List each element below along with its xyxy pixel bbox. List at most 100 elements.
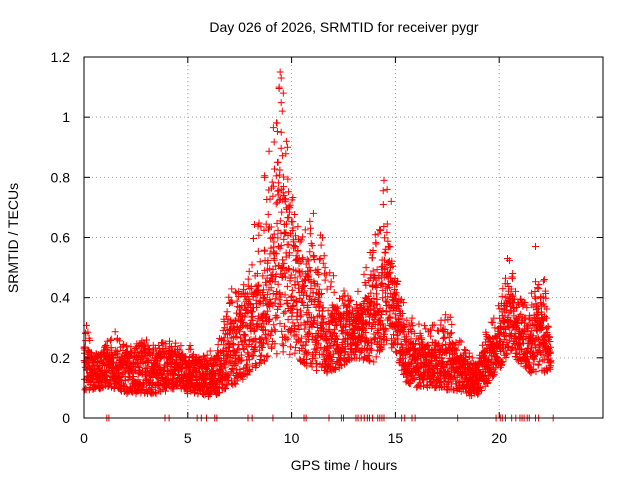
data-point (419, 340, 427, 348)
data-point (269, 124, 277, 132)
data-point (398, 310, 406, 318)
data-point (536, 357, 544, 365)
data-point (411, 339, 419, 347)
data-point (415, 320, 423, 328)
spike-point (273, 119, 281, 127)
data-point (264, 352, 272, 360)
data-point (336, 356, 344, 364)
data-point (223, 320, 231, 328)
data-point (103, 337, 111, 345)
data-point (509, 292, 517, 300)
data-point (457, 338, 465, 346)
data-point (366, 302, 374, 310)
data-point (269, 290, 277, 297)
data-point (270, 138, 278, 146)
data-point (286, 350, 294, 358)
data-point (315, 294, 323, 302)
data-point (234, 302, 242, 310)
data-point (278, 327, 286, 335)
data-point (286, 201, 294, 209)
spike-point (278, 107, 286, 115)
data-point (270, 230, 278, 238)
data-point (383, 228, 391, 236)
data-point (509, 270, 517, 278)
data-point (370, 294, 378, 302)
data-point (313, 344, 321, 352)
data-point (251, 348, 259, 356)
data-point (420, 322, 428, 330)
data-point (253, 270, 261, 278)
data-point (389, 304, 397, 312)
data-point (353, 301, 361, 309)
data-point (321, 276, 329, 284)
data-point (496, 337, 504, 345)
data-point (384, 293, 392, 301)
data-point (308, 363, 316, 371)
data-point (360, 270, 368, 278)
data-point (347, 297, 355, 305)
data-point (295, 281, 303, 289)
data-point (264, 256, 272, 264)
data-point (251, 343, 259, 351)
data-point (390, 331, 398, 339)
data-point (332, 332, 340, 340)
data-point (391, 295, 399, 303)
x-tick-label: 0 (80, 430, 88, 446)
data-point (270, 256, 278, 264)
data-point (282, 220, 290, 228)
data-point (316, 290, 324, 298)
data-point (382, 297, 390, 305)
data-point (501, 332, 509, 340)
data-point (277, 144, 285, 152)
data-point (372, 334, 380, 342)
data-point (152, 390, 160, 398)
data-point (284, 175, 292, 183)
data-point (389, 262, 397, 270)
data-point (282, 150, 290, 158)
data-point (366, 357, 374, 365)
data-point (278, 340, 286, 348)
data-point (286, 274, 294, 282)
data-point (292, 298, 300, 306)
data-point (226, 343, 234, 351)
data-point (255, 359, 263, 367)
data-point (228, 285, 236, 293)
data-points (80, 68, 557, 422)
data-point (399, 299, 407, 307)
data-point (315, 271, 323, 279)
data-point (277, 293, 285, 301)
data-point (237, 317, 245, 325)
data-point (319, 350, 327, 358)
x-axis-label: GPS time / hours (291, 457, 398, 473)
data-point (206, 347, 214, 355)
data-point (532, 300, 540, 308)
data-point (516, 295, 524, 303)
data-point (394, 335, 402, 343)
data-point (391, 285, 399, 293)
data-point (321, 264, 329, 272)
data-point (446, 313, 454, 321)
data-point (225, 293, 233, 301)
data-point (221, 363, 229, 371)
data-point (398, 295, 406, 303)
data-point (362, 264, 370, 272)
data-point (323, 285, 331, 293)
data-point (383, 336, 391, 344)
data-point (114, 350, 122, 358)
spike-point (277, 128, 285, 136)
data-point (332, 322, 340, 330)
data-point (314, 265, 322, 273)
data-point (293, 316, 301, 324)
data-point (330, 288, 338, 296)
data-point (448, 321, 456, 329)
data-point (489, 319, 497, 327)
data-point (246, 368, 254, 376)
data-point (285, 188, 293, 196)
data-point (340, 302, 348, 310)
data-point (264, 340, 272, 348)
data-point (304, 328, 312, 336)
data-point (255, 231, 263, 239)
data-point (233, 346, 241, 354)
data-point (91, 382, 99, 390)
data-point (274, 179, 282, 187)
